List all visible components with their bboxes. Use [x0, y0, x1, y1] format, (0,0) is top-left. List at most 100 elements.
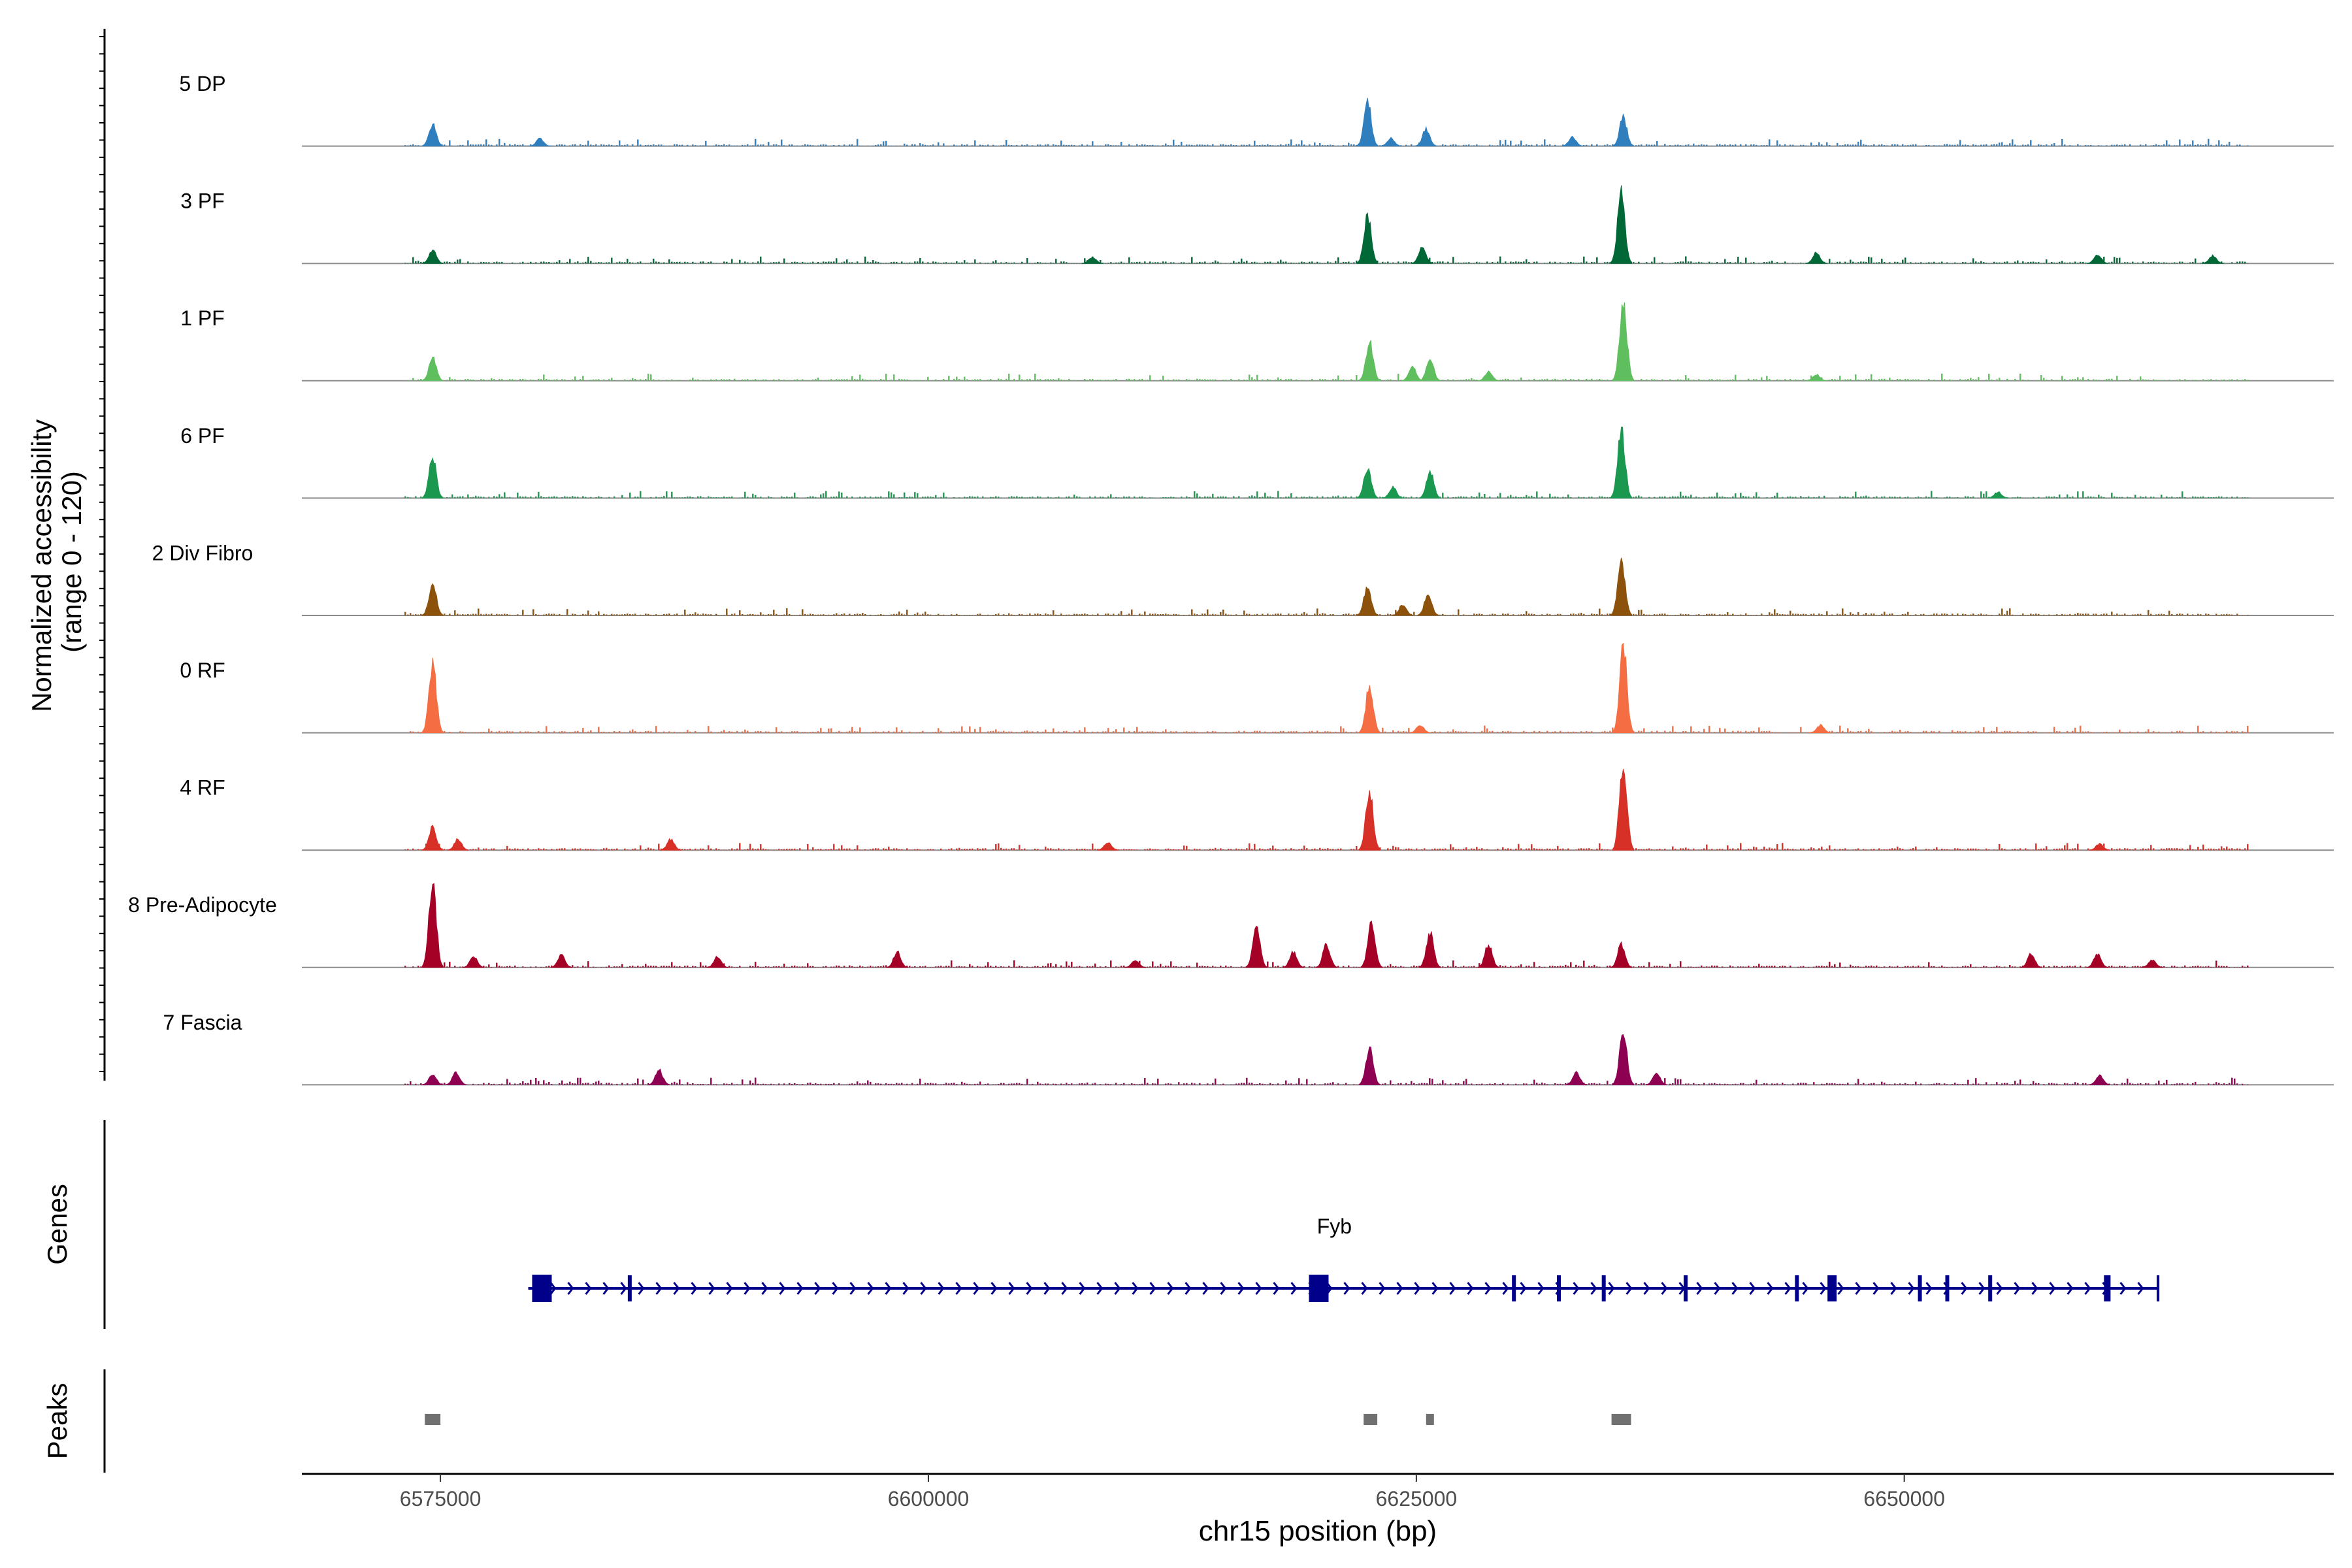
peak-region — [425, 1414, 441, 1425]
coverage-peak — [1610, 185, 1633, 264]
coverage-peak — [463, 956, 485, 968]
x-axis-title: chr15 position (bp) — [1199, 1515, 1437, 1547]
gene-model — [528, 1275, 2160, 1302]
track-label: 6 PF — [180, 424, 225, 448]
peaks-y-axis-title: Peaks — [42, 1383, 73, 1460]
coverage-noise — [404, 139, 2249, 146]
track-5-dp — [302, 97, 2334, 147]
coverage-peak — [1565, 1071, 1588, 1085]
coverage-peak — [706, 955, 728, 968]
track-6-pf — [302, 427, 2334, 499]
coverage-peak — [2141, 959, 2163, 968]
coverage-noise — [404, 608, 2249, 615]
peak-marks — [425, 1414, 1631, 1425]
coverage-y-axis-title-line2: (range 0 - 120) — [56, 471, 87, 653]
track-label: 8 Pre-Adipocyte — [128, 893, 277, 917]
track-label: 4 RF — [180, 776, 225, 800]
coverage-peak — [550, 954, 572, 968]
coverage-peak — [648, 1068, 670, 1085]
coverage-peak — [1612, 114, 1634, 147]
coverage-peak — [1610, 427, 1633, 498]
coverage-peak — [1419, 359, 1441, 382]
coverage-noise — [404, 725, 2249, 733]
exon — [1945, 1275, 1950, 1301]
coverage-peak — [1409, 725, 1431, 734]
coverage-peak — [421, 123, 444, 147]
track-7-fascia — [302, 1034, 2334, 1086]
coverage-peak — [1356, 467, 1379, 498]
coverage-peak — [421, 657, 444, 734]
coverage-peak — [421, 583, 444, 616]
x-tick-label: 6650000 — [1863, 1487, 1945, 1511]
coverage-peak — [1612, 769, 1634, 851]
x-tick-label: 6600000 — [888, 1487, 970, 1511]
coverage-peak — [529, 137, 551, 147]
track-label: 0 RF — [180, 659, 225, 682]
coverage-peak — [1419, 931, 1441, 968]
exon — [1512, 1275, 1516, 1301]
coverage-noise — [404, 843, 2249, 851]
coverage-peak — [1809, 724, 1831, 734]
coverage-peak — [1358, 790, 1380, 851]
coverage-peak — [1411, 247, 1433, 264]
coverage-peak — [1401, 365, 1424, 382]
exon — [627, 1275, 632, 1301]
coverage-peak — [2087, 254, 2108, 264]
coverage-peak — [1358, 340, 1380, 382]
coverage-peak — [1358, 685, 1380, 734]
track-3-pf — [302, 185, 2334, 265]
exon — [1557, 1275, 1561, 1301]
coverage-peak — [1382, 485, 1404, 498]
x-tick-label: 6575000 — [400, 1487, 482, 1511]
coverage-peak — [1610, 941, 1633, 968]
coverage-peak — [1124, 960, 1147, 968]
exon — [1795, 1275, 1799, 1301]
coverage-peak — [1245, 925, 1267, 968]
coverage-peak — [447, 838, 469, 851]
coverage-noise — [404, 373, 2249, 381]
coverage-peak — [421, 825, 444, 851]
exon — [2104, 1275, 2111, 1301]
coverage-peak — [1356, 586, 1379, 616]
x-axis: 6575000 6600000 6625000 6650000 chr15 posit… — [302, 1473, 2334, 1547]
exon — [1988, 1275, 1993, 1301]
coverage-peak — [660, 838, 682, 851]
track-0-rf — [302, 642, 2334, 734]
coverage-peak — [1805, 252, 1827, 264]
peaks-panel: Peaks — [42, 1369, 1631, 1473]
coverage-noise — [404, 256, 2249, 264]
track-8-pre-adipocyte — [302, 883, 2334, 968]
coverage-noise — [404, 491, 2249, 498]
genes-panel: Genes Fyb — [42, 1120, 2160, 1329]
coverage-peak — [1358, 1046, 1380, 1085]
coverage-peak — [2089, 1074, 2110, 1085]
coverage-peak — [1610, 557, 1633, 616]
exon — [1918, 1275, 1922, 1301]
coverage-peak — [1561, 135, 1584, 147]
peak-region — [1611, 1414, 1631, 1425]
exon — [1827, 1275, 1837, 1301]
coverage-peak — [1987, 491, 2009, 498]
x-axis-ticks: 6575000 6600000 6625000 6650000 — [400, 1474, 1945, 1511]
coverage-y-axis-title-line1: Normalized accessibility — [26, 419, 57, 712]
coverage-peak — [1097, 842, 1119, 851]
track-label: 1 PF — [180, 306, 225, 330]
gene-name-label: Fyb — [1317, 1215, 1352, 1238]
track-labels: 5 DP 3 PF 1 PF 6 PF 2 Div Fibro 0 RF 4 RF 8 Pre… — [128, 72, 277, 1034]
coverage-peak — [2202, 254, 2224, 264]
coverage-peak — [1612, 642, 1634, 734]
peak-region — [1364, 1414, 1378, 1425]
coverage-peak — [445, 1071, 467, 1085]
coverage-peak — [1417, 595, 1439, 616]
x-tick-label: 6625000 — [1376, 1487, 1458, 1511]
coverage-peak — [421, 457, 444, 498]
coverage-peak — [1477, 944, 1499, 968]
exon — [1684, 1275, 1688, 1301]
track-label: 7 Fascia — [163, 1011, 242, 1034]
exon — [1309, 1275, 1329, 1302]
coverage-peak — [1315, 943, 1337, 968]
peak-region — [1426, 1414, 1434, 1425]
coverage-peak — [1380, 137, 1402, 147]
track-label: 5 DP — [179, 72, 225, 95]
